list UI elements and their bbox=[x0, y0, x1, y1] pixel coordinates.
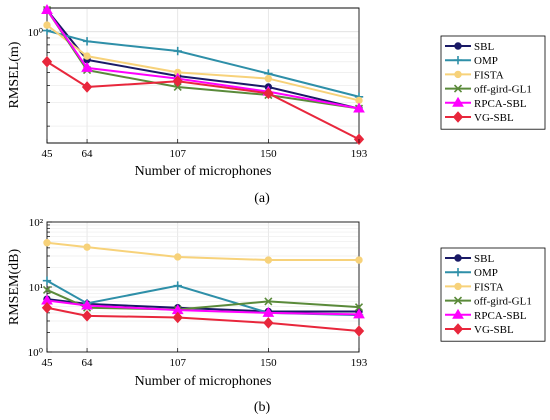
panel-b-chart: 45 64 107 150 193 10⁰ 10¹ 10² Number of microp… bbox=[7, 217, 546, 415]
panel-b-x-axis-label: Number of microphones bbox=[135, 374, 272, 389]
panel-a-x-tick-label: 107 bbox=[169, 148, 186, 160]
panel-b-series bbox=[41, 239, 365, 337]
panel-b-axes-frame bbox=[46, 221, 360, 353]
panel-b-point-fista bbox=[355, 256, 363, 264]
panel-a-legend-label-fista: FISTA bbox=[474, 69, 504, 81]
panel-a-point-rpca-sbl bbox=[353, 102, 365, 113]
panel-a-series-vg-sbl bbox=[41, 55, 365, 145]
panel-b-point-vg-sbl bbox=[353, 325, 365, 337]
panel-b-point-off-gird-gl1 bbox=[42, 285, 52, 295]
panel-a-point-rpca-sbl bbox=[41, 4, 53, 14]
panel-a-legend: SBL OMP FISTA off-gird-GL1 RPCA-SBL VG-SBL bbox=[440, 35, 546, 130]
panel-b-legend-label-rpca-sbl: RPCA-SBL bbox=[474, 310, 527, 322]
panel-b-legend-marker-vg-sbl bbox=[452, 323, 464, 335]
panel-a-point-fista bbox=[43, 21, 51, 29]
panel-b-y-ticks: 10⁰ 10¹ 10² bbox=[28, 217, 44, 359]
panel-b-series-fista bbox=[43, 239, 363, 264]
panel-a-legend-marker-off-gird-gl1 bbox=[453, 84, 463, 93]
panel-a-point-fista bbox=[83, 52, 91, 60]
panel-a-point-vg-sbl bbox=[41, 55, 53, 68]
panel-b-point-omp bbox=[173, 281, 182, 290]
panel-b-y-tick-label: 10¹ bbox=[29, 282, 43, 294]
panel-b-x-tick-label: 150 bbox=[260, 357, 277, 369]
panel-b-point-off-gird-gl1 bbox=[354, 303, 364, 312]
panel-a-series-omp bbox=[42, 26, 364, 101]
panel-a-y-tick-label: 10⁰ bbox=[28, 27, 44, 39]
panel-a-axes-frame bbox=[46, 7, 360, 144]
panel-b-point-omp bbox=[42, 276, 52, 285]
panel-a-x-tick-label: 45 bbox=[42, 148, 54, 160]
panel-b-legend-marker-omp bbox=[453, 268, 463, 277]
panel-b-legend-marker-fista bbox=[454, 282, 462, 291]
panel-a-point-vg-sbl bbox=[172, 75, 183, 88]
panel-a-y-ticks: 10⁰ bbox=[28, 27, 44, 39]
panel-a-caption: (a) bbox=[254, 191, 270, 206]
panel-a-legend-label-omp: OMP bbox=[474, 55, 498, 67]
panel-b-x-tick-label: 64 bbox=[82, 357, 94, 369]
panel-a-plot-area bbox=[46, 7, 360, 144]
panel-b-point-rpca-sbl bbox=[353, 308, 365, 319]
panel-a-legend-marker-fista bbox=[454, 70, 462, 79]
panel-a-x-axis-label: Number of microphones bbox=[135, 164, 272, 179]
panel-a-x-tick-label: 64 bbox=[82, 148, 94, 160]
panel-b-point-vg-sbl bbox=[41, 301, 53, 314]
panel-a-y-axis-label: RMSEL(m) bbox=[7, 41, 22, 108]
panel-b-point-fista bbox=[264, 256, 273, 264]
panel-b-caption: (b) bbox=[254, 400, 271, 415]
panel-a-point-vg-sbl bbox=[263, 87, 274, 100]
panel-b-legend-marker-rpca-sbl bbox=[452, 308, 464, 319]
panel-b-x-ticks: 45 64 107 150 193 bbox=[42, 348, 368, 369]
panel-b-y-tick-label: 10⁰ bbox=[28, 347, 44, 359]
panel-a-x-tick-label: 193 bbox=[351, 148, 368, 160]
panel-a-legend-marker-sbl bbox=[454, 42, 462, 50]
panel-b-x-tick-label: 107 bbox=[169, 357, 186, 369]
panel-b-point-fista bbox=[174, 253, 182, 261]
panel-a-point-omp bbox=[173, 46, 182, 56]
panel-b-point-vg-sbl bbox=[172, 311, 183, 324]
panel-b-x-tick-label: 45 bbox=[42, 357, 54, 369]
panel-b-point-rpca-sbl bbox=[262, 306, 275, 317]
panel-b-legend-label-fista: FISTA bbox=[474, 281, 504, 293]
panel-a-point-omp bbox=[82, 37, 92, 46]
panel-b-grid bbox=[46, 221, 360, 353]
panel-b-point-rpca-sbl bbox=[81, 299, 93, 310]
panel-a-point-vg-sbl bbox=[81, 81, 93, 93]
panel-b-legend-label-off-gird-gl1: off-gird-GL1 bbox=[474, 296, 532, 308]
panel-b-y-axis-label: RMSEM(dB) bbox=[7, 249, 22, 326]
panel-b-legend-marker-sbl bbox=[454, 254, 462, 262]
panel-b-point-vg-sbl bbox=[81, 310, 93, 322]
panel-b-series-vg-sbl bbox=[41, 301, 365, 337]
panel-a-chart: 45 64 107 150 193 10⁰ Number of microphones … bbox=[7, 4, 546, 206]
panel-a-series-fista bbox=[43, 21, 363, 105]
panel-b-point-vg-sbl bbox=[263, 317, 274, 329]
panel-b-legend-label-omp: OMP bbox=[474, 267, 498, 279]
panel-a-point-rpca-sbl bbox=[81, 61, 93, 72]
panel-b-series-rpca-sbl bbox=[41, 294, 365, 319]
panel-b-legend: SBL OMP FISTA off-gird-GL1 RPCA-SBL VG-SBL bbox=[440, 247, 546, 342]
panel-a-x-tick-label: 150 bbox=[260, 148, 277, 160]
panel-b-x-tick-label: 193 bbox=[351, 357, 368, 369]
panel-b-point-off-gird-gl1 bbox=[264, 297, 273, 306]
panel-a-legend-marker-rpca-sbl bbox=[452, 96, 464, 107]
panel-a-legend-marker-vg-sbl bbox=[452, 111, 464, 123]
panel-b-legend-label-sbl: SBL bbox=[474, 253, 494, 265]
panel-a-point-fista bbox=[264, 74, 273, 83]
panel-a-legend-label-sbl: SBL bbox=[474, 41, 494, 53]
panel-b-legend-marker-off-gird-gl1 bbox=[453, 296, 463, 305]
panel-b-point-fista bbox=[83, 243, 91, 251]
panel-b-point-fista bbox=[43, 239, 51, 247]
panel-a-legend-label-off-gird-gl1: off-gird-GL1 bbox=[474, 84, 532, 96]
panel-a-legend-label-vg-sbl: VG-SBL bbox=[474, 112, 514, 124]
panel-a-legend-label-rpca-sbl: RPCA-SBL bbox=[474, 98, 527, 110]
panel-b-y-tick-label: 10² bbox=[29, 217, 44, 229]
panel-a-series bbox=[41, 4, 365, 145]
panel-b-legend-label-vg-sbl: VG-SBL bbox=[474, 324, 514, 336]
panel-a-x-ticks: 45 64 107 150 193 bbox=[42, 139, 368, 160]
panel-a-legend-marker-omp bbox=[453, 56, 463, 65]
